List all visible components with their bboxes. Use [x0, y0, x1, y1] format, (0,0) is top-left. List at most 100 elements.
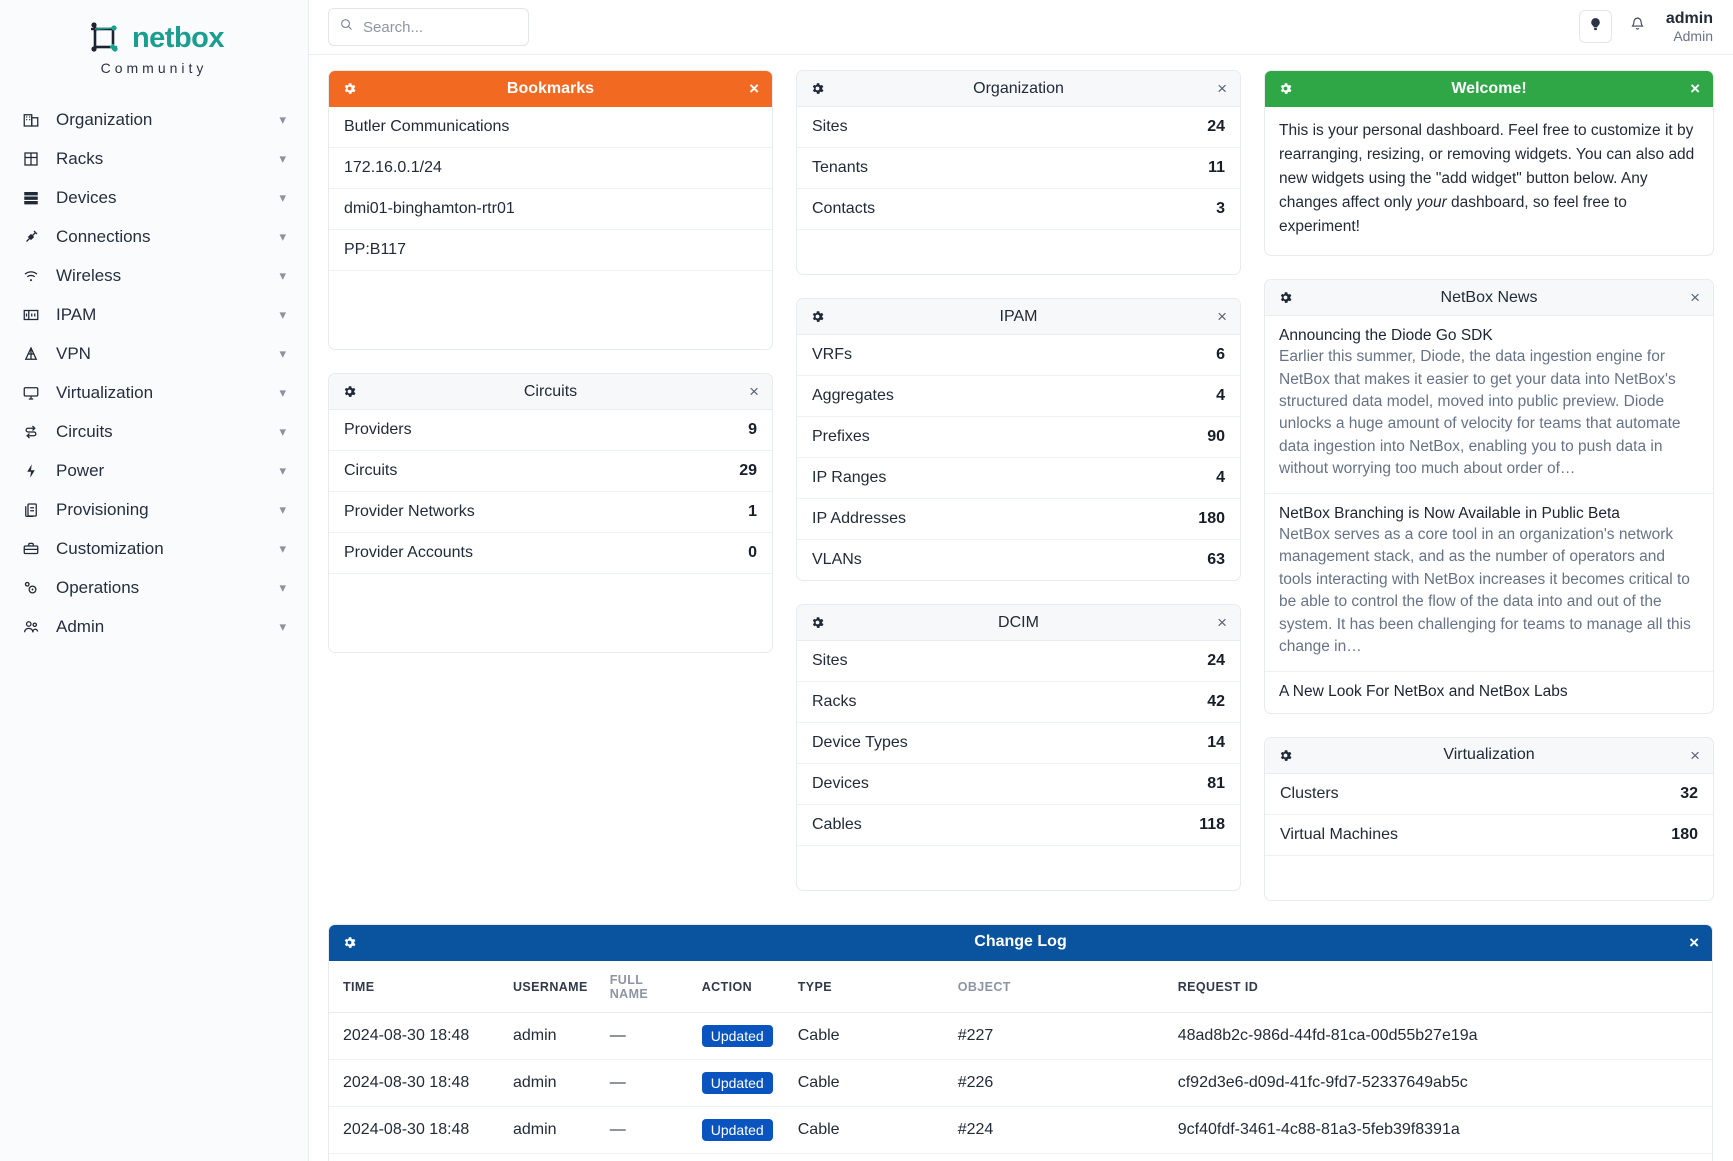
sidebar-item-admin[interactable]: Admin ▾	[0, 607, 308, 646]
stat-row[interactable]: Provider Networks 1	[329, 492, 772, 533]
table-row[interactable]: 2024-08-30 18:48 admin — Updated Cable #…	[329, 1012, 1712, 1060]
news-title[interactable]: Announcing the Diode Go SDK	[1279, 327, 1493, 345]
cell-time[interactable]: 2024-08-30 18:48	[329, 1106, 499, 1154]
close-icon[interactable]: ×	[1690, 288, 1700, 308]
news-title[interactable]: NetBox Branching is Now Available in Pub…	[1279, 504, 1620, 522]
cell-request-id[interactable]: 7a2a4e2a-aaa0-47f2-886f-f8820b007c2	[1163, 1153, 1712, 1161]
stat-row[interactable]: Contacts 3	[797, 189, 1240, 230]
close-icon[interactable]: ×	[1217, 307, 1227, 326]
gear-icon[interactable]	[1278, 81, 1293, 96]
gear-icon[interactable]	[810, 615, 825, 630]
stat-row[interactable]: Sites 24	[797, 641, 1240, 682]
stat-row[interactable]: Device Types 14	[797, 723, 1240, 764]
sidebar-item-circuits[interactable]: Circuits ▾	[0, 412, 308, 451]
cell-time[interactable]: 2024-08-30 18:48	[329, 1012, 499, 1060]
search-input[interactable]	[363, 18, 503, 36]
column-header-request-id[interactable]: REQUEST ID	[1163, 960, 1712, 1013]
close-icon[interactable]: ×	[1690, 79, 1700, 98]
sidebar-item-operations[interactable]: Operations ▾	[0, 568, 308, 607]
column-header-time[interactable]: TIME	[329, 960, 499, 1013]
notifications-button[interactable]	[1625, 12, 1651, 42]
cell-full-name: —	[595, 1153, 688, 1161]
user-menu[interactable]: admin Admin	[1666, 10, 1713, 44]
stat-row[interactable]: IP Addresses 180	[797, 499, 1240, 540]
gear-icon[interactable]	[1278, 290, 1293, 305]
close-icon[interactable]: ×	[749, 79, 759, 98]
cell-object[interactable]: #221	[943, 1153, 1164, 1161]
stat-row[interactable]: Cables 118	[797, 805, 1240, 846]
stat-row[interactable]: Clusters 32	[1265, 774, 1713, 815]
gear-icon[interactable]	[342, 935, 357, 950]
cell-object[interactable]: #224	[943, 1106, 1164, 1154]
stat-row[interactable]: Prefixes 90	[797, 417, 1240, 458]
gear-icon[interactable]	[1278, 748, 1293, 763]
sidebar-item-ipam[interactable]: IPAM ▾	[0, 295, 308, 334]
table-row[interactable]: 2024-08-30 18:47 admin — Updated Cable #…	[329, 1153, 1712, 1161]
table-row[interactable]: 2024-08-30 18:48 admin — Updated Cable #…	[329, 1106, 1712, 1154]
close-icon[interactable]: ×	[1689, 932, 1699, 952]
stat-row[interactable]: Sites 24	[797, 107, 1240, 148]
stat-row[interactable]: Aggregates 4	[797, 376, 1240, 417]
stat-value: 24	[1207, 652, 1225, 669]
stat-row[interactable]: Racks 42	[797, 682, 1240, 723]
list-item[interactable]: Announcing the Diode Go SDK Earlier this…	[1265, 316, 1713, 494]
sidebar-item-vpn[interactable]: VPN ▾	[0, 334, 308, 373]
news-title[interactable]: A New Look For NetBox and NetBox Labs	[1279, 682, 1568, 700]
stat-row[interactable]: Provider Accounts 0	[329, 533, 772, 574]
column-header-action[interactable]: ACTION	[687, 960, 784, 1013]
cell-request-id[interactable]: cf92d3e6-d09d-41fc-9fd7-52337649ab5c	[1163, 1059, 1712, 1107]
search-box[interactable]	[328, 8, 529, 46]
column-header-object[interactable]: OBJECT	[943, 960, 1164, 1013]
list-item[interactable]: dmi01-binghamton-rtr01	[329, 189, 772, 230]
stat-row[interactable]: VRFs 6	[797, 335, 1240, 376]
table-row[interactable]: 2024-08-30 18:48 admin — Updated Cable #…	[329, 1059, 1712, 1107]
sidebar-item-racks[interactable]: Racks ▾	[0, 139, 308, 178]
sidebar-item-customization[interactable]: Customization ▾	[0, 529, 308, 568]
sidebar-item-connections[interactable]: Connections ▾	[0, 217, 308, 256]
gear-icon[interactable]	[342, 81, 357, 96]
sidebar-item-organization[interactable]: Organization ▾	[0, 100, 308, 139]
list-item[interactable]: NetBox Branching is Now Available in Pub…	[1265, 494, 1713, 672]
sidebar-item-provisioning[interactable]: Provisioning ▾	[0, 490, 308, 529]
gear-icon[interactable]	[810, 309, 825, 324]
list-item[interactable]: 172.16.0.1/24	[329, 148, 772, 189]
stat-row[interactable]: IP Ranges 4	[797, 458, 1240, 499]
cell-time[interactable]: 2024-08-30 18:48	[329, 1059, 499, 1107]
stat-label: Providers	[344, 421, 412, 438]
stat-row[interactable]: Devices 81	[797, 764, 1240, 805]
cell-time[interactable]: 2024-08-30 18:47	[329, 1153, 499, 1161]
gear-icon[interactable]	[810, 81, 825, 96]
stat-row[interactable]: Circuits 29	[329, 451, 772, 492]
theme-toggle-button[interactable]	[1578, 10, 1612, 44]
sidebar-item-power[interactable]: Power ▾	[0, 451, 308, 490]
cell-object[interactable]: #227	[943, 1012, 1164, 1060]
cell-request-id[interactable]: 48ad8b2c-986d-44fd-81ca-00d55b27e19a	[1163, 1012, 1712, 1060]
close-icon[interactable]: ×	[1217, 613, 1227, 632]
close-icon[interactable]: ×	[1217, 79, 1227, 98]
chevron-down-icon: ▾	[279, 307, 286, 322]
column-header-username[interactable]: USERNAME	[499, 960, 596, 1013]
lightbulb-icon	[1587, 16, 1604, 38]
brand[interactable]: netbox Community	[0, 8, 308, 94]
stat-row[interactable]: VLANs 63	[797, 540, 1240, 580]
sidebar-item-virtualization[interactable]: Virtualization ▾	[0, 373, 308, 412]
stat-row[interactable]: Virtual Machines 180	[1265, 815, 1713, 856]
stat-row[interactable]: Providers 9	[329, 410, 772, 451]
user-role: Admin	[1673, 28, 1713, 45]
sidebar-item-devices[interactable]: Devices ▾	[0, 178, 308, 217]
brand-edition: Community	[100, 60, 208, 76]
close-icon[interactable]: ×	[749, 382, 759, 401]
stat-row[interactable]: Tenants 11	[797, 148, 1240, 189]
list-item[interactable]: Butler Communications	[329, 107, 772, 148]
cell-object[interactable]: #226	[943, 1059, 1164, 1107]
cell-request-id[interactable]: 9cf40fdf-3461-4c88-81a3-5feb39f8391a	[1163, 1106, 1712, 1154]
sidebar-item-wireless[interactable]: Wireless ▾	[0, 256, 308, 295]
widget-spacer	[329, 271, 772, 349]
column-header-full-name[interactable]: FULL NAME	[595, 960, 688, 1013]
list-item[interactable]: PP:B117	[329, 230, 772, 271]
column-header-type[interactable]: TYPE	[783, 960, 944, 1013]
gear-icon[interactable]	[342, 384, 357, 399]
sidebar-item-label: Provisioning	[56, 499, 149, 519]
close-icon[interactable]: ×	[1690, 745, 1700, 765]
list-item[interactable]: A New Look For NetBox and NetBox Labs	[1265, 672, 1713, 713]
